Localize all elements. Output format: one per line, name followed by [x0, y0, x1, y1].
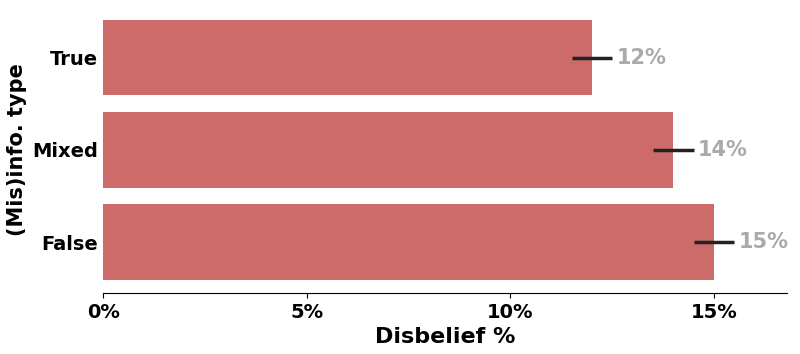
Text: 12%: 12% [616, 48, 666, 68]
Bar [103, 112, 674, 188]
Bar [103, 204, 714, 280]
X-axis label: Disbelief %: Disbelief % [375, 327, 515, 347]
Bar [103, 20, 592, 96]
Y-axis label: (Mis)info. type: (Mis)info. type [7, 63, 27, 236]
Text: 15%: 15% [738, 232, 789, 252]
Text: 14%: 14% [698, 140, 748, 160]
